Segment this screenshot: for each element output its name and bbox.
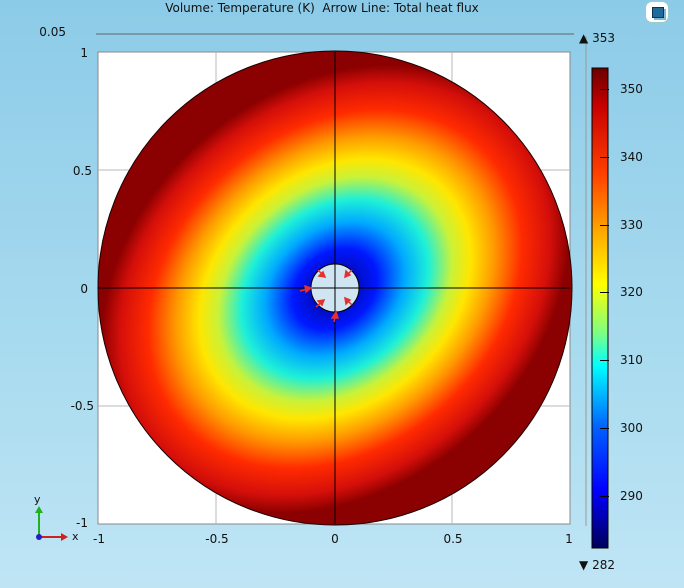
y-tick: -1 bbox=[76, 516, 88, 530]
heat-flux-arrows bbox=[299, 269, 353, 323]
triangle-down-icon: ▼ bbox=[579, 558, 589, 572]
colorbar-label: 300 bbox=[620, 421, 643, 435]
axis-indicator-y: y bbox=[34, 493, 41, 506]
colorbar-tick bbox=[600, 428, 609, 429]
colorbar-tick bbox=[600, 89, 609, 90]
colorbar bbox=[591, 67, 609, 549]
x-tick: -0.5 bbox=[205, 532, 229, 546]
colorbar-label: 290 bbox=[620, 489, 643, 503]
colorbar-max: ▲ 353 bbox=[579, 31, 615, 45]
colorbar-label: 310 bbox=[620, 353, 643, 367]
x-tick: 1 bbox=[565, 532, 573, 546]
x-tick: 0.5 bbox=[443, 532, 463, 546]
triangle-up-icon: ▲ bbox=[579, 31, 589, 45]
axis-indicator-x: x bbox=[72, 530, 79, 543]
y-tick: 0.5 bbox=[72, 164, 92, 178]
y-tick: -0.5 bbox=[70, 399, 94, 413]
colorbar-tick bbox=[600, 360, 609, 361]
colorbar-tick bbox=[600, 225, 609, 226]
axes-triad-icon bbox=[35, 506, 68, 541]
colorbar-tick bbox=[600, 496, 609, 497]
plot-title: Volume: Temperature (K) Arrow Line: Tota… bbox=[165, 1, 479, 15]
y-tick: 1 bbox=[80, 46, 88, 60]
window-icon[interactable] bbox=[646, 2, 668, 22]
colorbar-min: ▼ 282 bbox=[579, 558, 615, 572]
y-tick-top-overlap: 0.05 bbox=[39, 25, 66, 39]
colorbar-tick bbox=[600, 157, 609, 158]
colorbar-tick bbox=[600, 292, 609, 293]
colorbar-label: 330 bbox=[620, 218, 643, 232]
colorbar-label: 350 bbox=[620, 82, 643, 96]
x-tick: -1 bbox=[93, 532, 105, 546]
x-tick: 0 bbox=[331, 532, 339, 546]
colorbar-label: 340 bbox=[620, 150, 643, 164]
y-tick: 0 bbox=[80, 282, 88, 296]
colorbar-label: 320 bbox=[620, 285, 643, 299]
